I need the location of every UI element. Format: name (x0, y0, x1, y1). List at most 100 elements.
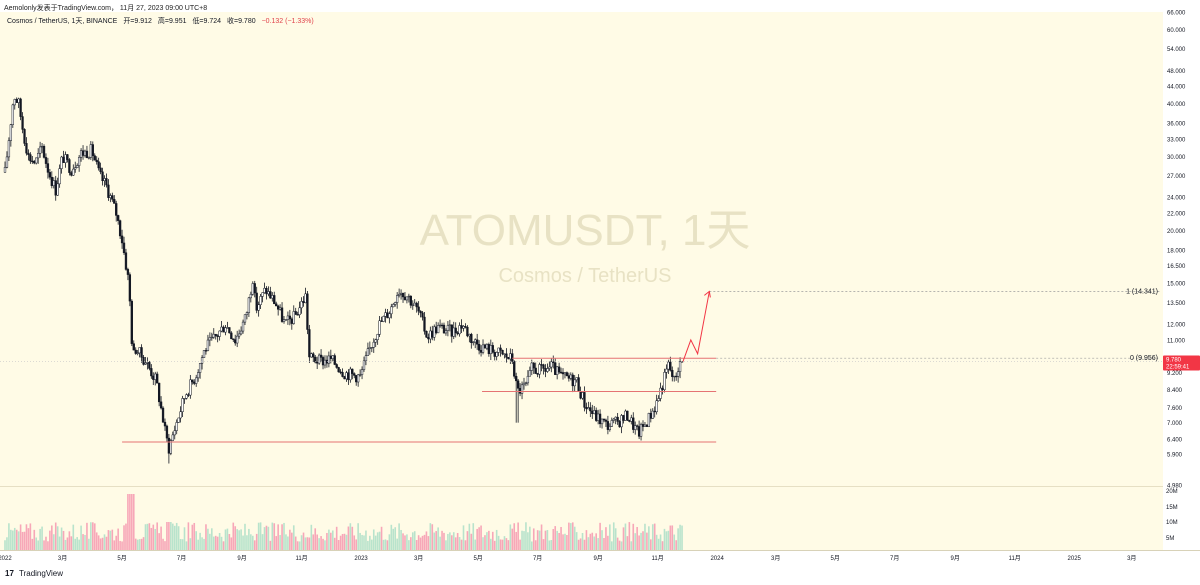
candle-body (337, 367, 340, 373)
candle-body (450, 324, 453, 337)
candle-body (552, 361, 555, 363)
volume-bar (154, 528, 157, 550)
volume-bar (398, 523, 400, 550)
candle-body (421, 312, 424, 318)
volume-bar (542, 539, 545, 550)
candle-body (507, 357, 510, 360)
volume-bar (665, 531, 668, 550)
volume-bar (484, 535, 486, 550)
volume-bar (648, 526, 650, 550)
candle-body (407, 295, 411, 298)
volume-bar (226, 528, 229, 550)
candle-body (273, 295, 276, 305)
candle-body (474, 339, 477, 343)
x-tick-label: 7月 (177, 555, 186, 562)
volume-bar (51, 525, 53, 550)
candle-body (417, 306, 420, 312)
candle-body (559, 371, 563, 374)
candle-body (97, 161, 100, 169)
volume-bar (363, 535, 365, 550)
candle-body (259, 296, 262, 306)
volume-bar (207, 528, 209, 550)
volume-bar (472, 523, 475, 550)
volume-bar (187, 522, 190, 550)
volume-bar (552, 529, 555, 550)
x-tick-label: 2024 (710, 556, 724, 562)
volume-bar (609, 524, 611, 550)
volume-bar (234, 526, 237, 550)
tradingview-logo[interactable]: 17 TradingView (5, 569, 63, 578)
candle-body (58, 168, 61, 185)
volume-tick-label: 15M (1166, 505, 1178, 511)
x-tick-label: 2025 (1068, 556, 1082, 562)
volume-bar (607, 535, 609, 550)
volume-bar (15, 529, 18, 550)
candle-body (622, 415, 625, 421)
candle-body (518, 388, 522, 394)
candle-body (401, 292, 405, 298)
candle-body (130, 300, 133, 344)
volume-bar (519, 539, 521, 550)
candle-body (25, 143, 28, 154)
candle-body (148, 362, 151, 369)
volume-bar (111, 529, 114, 550)
volume-bar (224, 529, 227, 550)
y-tick-label: 54.000 (1167, 47, 1186, 53)
volume-bar (355, 539, 357, 550)
candle-body (292, 311, 295, 324)
volume-bar (168, 522, 170, 550)
volume-bar (357, 523, 359, 550)
volume-bar (474, 539, 477, 550)
candle-body (117, 215, 120, 221)
candle-body (236, 335, 239, 344)
volume-bar (486, 532, 488, 550)
candle-body (593, 410, 596, 414)
x-tick-label: 5月 (473, 555, 482, 562)
candle-body (606, 421, 610, 430)
volume-bar (148, 523, 151, 550)
volume-bar (351, 526, 354, 550)
volume-bar (396, 538, 398, 550)
candle-body (265, 287, 268, 295)
candle-body (423, 316, 426, 332)
volume-bar (121, 541, 123, 550)
candle-body (298, 307, 301, 315)
candle-body (136, 352, 139, 354)
candle-body (581, 392, 584, 399)
volume-bar (300, 535, 303, 550)
candle-body (173, 430, 176, 436)
volume-bar (425, 531, 428, 550)
projection-arrow[interactable] (682, 291, 710, 362)
volume-bar (671, 525, 674, 550)
candle-body (62, 156, 65, 163)
volume-bar (657, 538, 660, 550)
volume-bar (205, 524, 207, 550)
volume-bar (201, 537, 203, 550)
legend-symbol[interactable]: Cosmos / TetherUS, 1天, BINANCE (7, 18, 118, 25)
volume-bar (328, 529, 330, 550)
volume-bar (410, 537, 412, 550)
price-tag-countdown: 22:59:41 (1166, 364, 1190, 370)
volume-bar (33, 529, 36, 550)
volume-bar (581, 532, 584, 550)
candle-body (237, 333, 241, 337)
volume-bar (115, 535, 118, 550)
candle-body (271, 295, 274, 299)
candle-body (479, 350, 483, 353)
volume-bar (495, 529, 498, 550)
candle-body (403, 296, 407, 301)
volume-bar (91, 522, 94, 550)
candle-body (31, 160, 34, 163)
volume-bar (255, 533, 258, 550)
volume-bar (97, 535, 100, 550)
candle-body (569, 374, 572, 379)
candle-body (11, 104, 14, 125)
watermark-name: Cosmos / TetherUS (498, 265, 671, 287)
volume-bar (253, 540, 256, 550)
volume-bar (560, 526, 562, 550)
volume-bar (544, 530, 547, 550)
volume-bar (597, 538, 599, 550)
x-tick-label: 3月 (1127, 555, 1136, 562)
volume-bar (480, 525, 482, 550)
